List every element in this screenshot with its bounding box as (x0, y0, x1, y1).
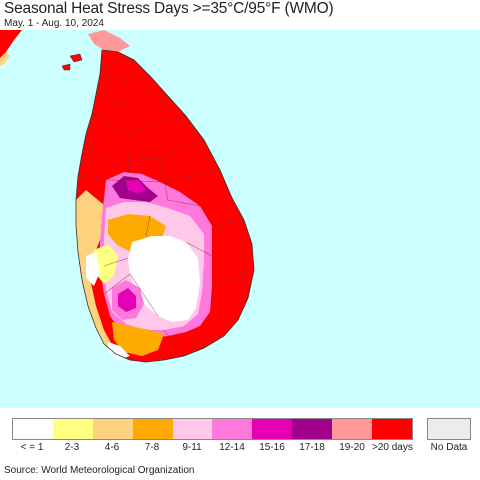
west-coast-orange (76, 190, 116, 352)
india-coast (0, 30, 22, 58)
legend-nodata-swatch (427, 418, 471, 440)
legend-label: 4-6 (104, 442, 120, 453)
hill-country-white (128, 236, 200, 322)
map-date-range: May. 1 - Aug. 10, 2024 (4, 18, 104, 29)
legend-labels: < = 1 2-3 4-6 7-8 9-11 12-14 15-16 17-18… (12, 442, 413, 456)
district-boundaries (77, 73, 253, 357)
legend-swatch (13, 419, 53, 439)
legend-nodata-label: No Data (430, 442, 468, 453)
legend-label: 17-18 (299, 442, 325, 453)
south-white (108, 342, 130, 360)
purple-knot-core (126, 180, 146, 194)
jaffna-patch (88, 30, 130, 52)
legend-swatch (92, 419, 133, 439)
sri-lanka-heat-map (0, 30, 480, 408)
map-title: Seasonal Heat Stress Days >=35°C/95°F (W… (4, 0, 334, 17)
legend-label: >20 days (372, 442, 413, 453)
india-coast-tip (0, 52, 10, 66)
legend-swatch (252, 419, 293, 439)
legend-swatch (212, 419, 253, 439)
island-outline (75, 49, 255, 363)
legend-label: 9-11 (182, 442, 202, 453)
legend-label: 15-16 (259, 442, 285, 453)
legend-swatch (132, 419, 173, 439)
south-orange (112, 322, 164, 356)
legend-label: 2-3 (64, 442, 80, 453)
legend-label: < = 1 (20, 442, 44, 453)
southwest-hotspot-core (118, 288, 136, 312)
legend-color-bar (12, 418, 413, 440)
legend-swatch (172, 419, 213, 439)
legend-swatch (372, 419, 412, 439)
legend-label: 19-20 (339, 442, 365, 453)
legend-swatch (292, 419, 333, 439)
jaffna-islets (61, 53, 83, 71)
west-yellow (94, 244, 118, 284)
legend-swatch (332, 419, 373, 439)
legend-swatch (52, 419, 93, 439)
west-white (86, 252, 100, 286)
source-credit: Source: World Meteorological Organizatio… (4, 465, 195, 476)
legend: < = 1 2-3 4-6 7-8 9-11 12-14 15-16 17-18… (12, 418, 472, 458)
map-panel (0, 30, 480, 408)
legend-label: 12-14 (219, 442, 245, 453)
legend-label: 7-8 (144, 442, 160, 453)
